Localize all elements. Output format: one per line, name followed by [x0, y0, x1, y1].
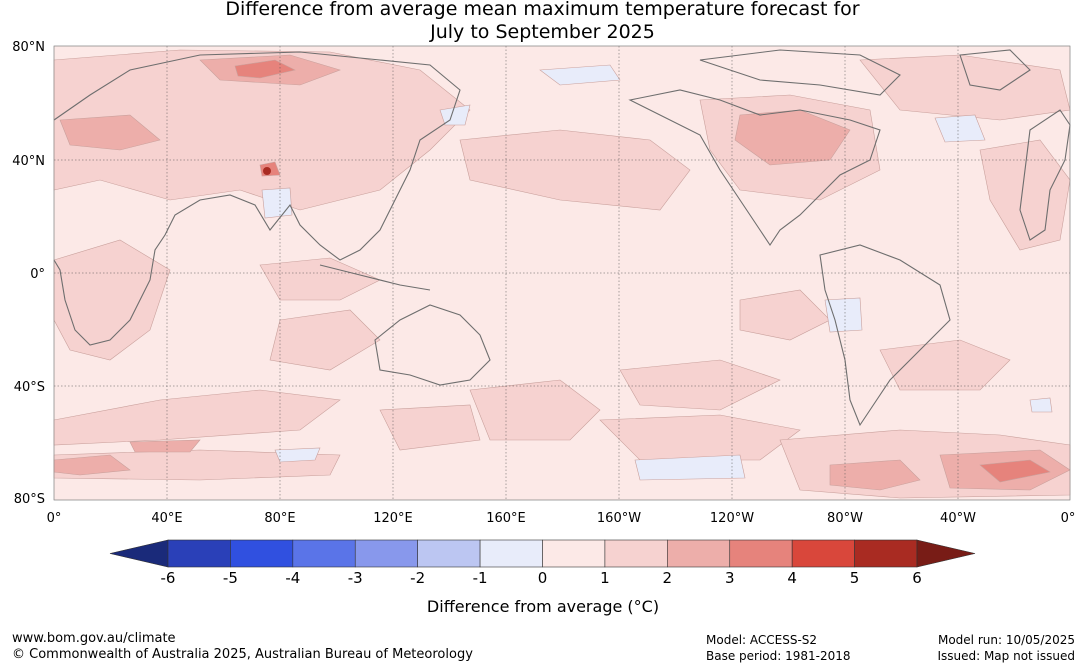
lon-label-160w: 160°W [597, 511, 641, 526]
lon-label-80e: 80°E [264, 511, 295, 526]
colorbar-tick-label: 1 [600, 569, 610, 587]
colorbar-tick-label: -2 [410, 569, 425, 587]
map-frame [53, 45, 1071, 501]
colorbar-segment [417, 539, 481, 568]
lat-label-40n: 40°N [12, 154, 45, 169]
footer-model-info: Model: ACCESS-S2 Base period: 1981-2018 [706, 632, 851, 664]
lon-label-160e: 160°E [486, 511, 526, 526]
colorbar-tick-label: 3 [725, 569, 735, 587]
colorbar-segment [729, 539, 793, 568]
colorbar-tick-label: 0 [538, 569, 548, 587]
colorbar-segment [854, 539, 918, 568]
lon-label-0-left: 0° [47, 511, 62, 526]
colorbar-segment [791, 539, 855, 568]
footer-copyright: © Commonwealth of Australia 2025, Austra… [12, 647, 473, 662]
latitude-labels: 80°N 40°N 0° 40°S 80°S [12, 40, 45, 507]
lon-label-120w: 120°W [710, 511, 754, 526]
title-line-2: July to September 2025 [430, 21, 655, 43]
lon-label-80w: 80°W [827, 511, 863, 526]
footer-base-period: Base period: 1981-2018 [706, 649, 851, 663]
colorbar-tick-label: -3 [348, 569, 363, 587]
colorbar-segment [667, 539, 731, 568]
colorbar-segment [292, 539, 356, 568]
longitude-labels: 0° 40°E 80°E 120°E 160°E 160°W 120°W 80°… [47, 511, 1076, 526]
map-plot-area [53, 45, 1071, 501]
colorbar: -6 -5 -4 -3 -2 -1 0 1 2 3 4 5 6 Difference from aver… [109, 539, 976, 616]
colorbar-tick-label: -5 [223, 569, 238, 587]
colorbar-segment [230, 539, 294, 568]
footer-model: Model: ACCESS-S2 [706, 633, 818, 647]
footer-url: www.bom.gov.au/climate [12, 631, 176, 646]
lon-label-120e: 120°E [373, 511, 413, 526]
colorbar-segments [109, 539, 976, 568]
colorbar-arrow-low [109, 539, 169, 568]
colorbar-segment [354, 539, 418, 568]
colorbar-tick-label: 2 [663, 569, 673, 587]
anomaly-patches [53, 49, 1071, 499]
footer-left: www.bom.gov.au/climate © Commonwealth of… [12, 631, 473, 663]
lon-label-40e: 40°E [151, 511, 182, 526]
colorbar-ticks: -6 -5 -4 -3 -2 -1 0 1 2 3 4 5 6 [161, 569, 922, 587]
footer-issued: Issued: Map not issued [937, 649, 1075, 663]
colorbar-segment [167, 539, 231, 568]
lat-label-40s: 40°S [14, 380, 45, 395]
colorbar-title: Difference from average (°C) [427, 597, 659, 616]
lon-label-0-right: 0° [1061, 511, 1076, 526]
graticule [54, 46, 1070, 500]
colorbar-tick-label: -1 [473, 569, 488, 587]
map-title: Difference from average mean maximum tem… [0, 0, 1085, 44]
colorbar-segment [479, 539, 543, 568]
colorbar-tick-label: 5 [850, 569, 860, 587]
lat-label-0: 0° [30, 267, 45, 282]
lat-label-80n: 80°N [12, 40, 45, 55]
colorbar-segment [542, 539, 606, 568]
footer-run-info: Model run: 10/05/2025 Issued: Map not is… [937, 632, 1075, 664]
lat-label-80s: 80°S [14, 492, 45, 507]
lon-label-40w: 40°W [940, 511, 976, 526]
colorbar-tick-label: -6 [161, 569, 176, 587]
colorbar-tick-label: -4 [285, 569, 300, 587]
footer-model-run: Model run: 10/05/2025 [937, 633, 1075, 647]
colorbar-tick-label: 6 [912, 569, 922, 587]
colorbar-arrow-high [916, 539, 976, 568]
colorbar-tick-label: 4 [787, 569, 797, 587]
coastlines [53, 49, 1071, 427]
colorbar-segment [604, 539, 668, 568]
title-line-1: Difference from average mean maximum tem… [225, 0, 860, 20]
